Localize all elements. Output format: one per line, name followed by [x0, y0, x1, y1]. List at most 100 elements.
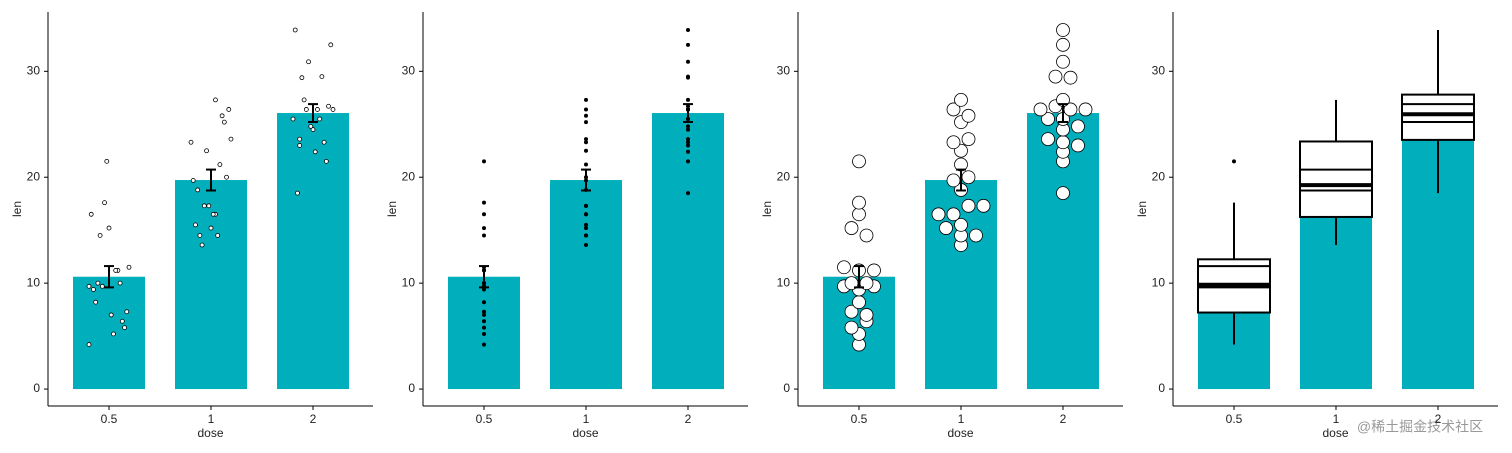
y-tick-label: 0 [33, 381, 40, 395]
x-axis-label: dose [947, 426, 973, 440]
point [482, 331, 486, 336]
point [193, 222, 198, 228]
point [226, 107, 232, 112]
dot [1041, 112, 1055, 126]
point [297, 136, 303, 142]
y-axis-label: len [10, 201, 24, 217]
point [126, 264, 132, 270]
dot [946, 102, 961, 117]
dot [969, 228, 983, 243]
y-tick-label: 30 [1152, 63, 1166, 77]
point [482, 212, 486, 217]
point [482, 312, 486, 317]
dot [852, 295, 866, 310]
point [106, 225, 112, 231]
point [295, 190, 300, 196]
y-axis-label: len [1135, 201, 1149, 217]
dot [946, 207, 961, 222]
point [584, 140, 588, 145]
point [190, 178, 196, 183]
dot [931, 207, 946, 222]
bar [652, 113, 724, 390]
point [93, 299, 99, 305]
point [224, 174, 229, 180]
dot [1071, 119, 1085, 134]
point [217, 162, 223, 167]
point [686, 28, 690, 33]
point [297, 143, 303, 148]
point [208, 225, 214, 231]
point [315, 107, 320, 112]
dot [1056, 135, 1070, 150]
point [584, 148, 588, 153]
x-tick-label: 2 [1435, 412, 1442, 426]
point [482, 226, 486, 231]
point [86, 342, 92, 347]
dot [859, 228, 874, 243]
box [1401, 93, 1475, 141]
point [310, 127, 316, 132]
dot [852, 207, 866, 222]
point [213, 97, 218, 103]
point [584, 203, 588, 208]
point [317, 116, 323, 122]
y-tick-label: 30 [27, 63, 41, 77]
point [584, 162, 588, 167]
point [319, 74, 325, 80]
x-tick-label: 1 [958, 412, 965, 426]
x-tick-label: 0.5 [101, 412, 118, 426]
dot [1048, 69, 1063, 84]
dot [844, 221, 859, 235]
point [482, 319, 486, 324]
dot [961, 170, 976, 185]
point [584, 212, 588, 217]
x-axis-label: dose [1322, 426, 1348, 440]
point [197, 233, 203, 238]
point [201, 203, 207, 209]
point [95, 280, 101, 286]
dot [1056, 54, 1070, 69]
point [584, 137, 588, 142]
y-axis-label: len [385, 201, 399, 217]
dot [1078, 102, 1093, 117]
point [99, 283, 105, 289]
point [228, 136, 234, 142]
point [686, 127, 690, 132]
point [306, 59, 311, 65]
point [584, 97, 588, 102]
point [482, 309, 486, 314]
outlier [1232, 159, 1236, 164]
dot [939, 221, 953, 235]
point [122, 325, 127, 331]
point [584, 120, 588, 125]
point [124, 309, 130, 315]
point [686, 75, 690, 80]
point [301, 97, 307, 103]
point [292, 27, 298, 33]
point [204, 148, 209, 154]
point [482, 325, 486, 330]
point [113, 268, 119, 273]
point [482, 233, 486, 238]
dot [1056, 23, 1070, 37]
bar [550, 180, 622, 390]
point [221, 119, 227, 125]
dot [961, 198, 976, 213]
point [290, 116, 296, 122]
bar [73, 276, 145, 390]
dot [961, 132, 976, 146]
point [482, 159, 486, 164]
dot [844, 320, 859, 335]
point [111, 331, 116, 337]
x-tick-label: 1 [208, 412, 215, 426]
point [584, 107, 588, 112]
point [119, 318, 125, 324]
dot [1056, 186, 1070, 201]
dot [1041, 132, 1055, 146]
point [482, 287, 486, 292]
point [686, 143, 690, 148]
point [321, 139, 327, 145]
dot [867, 263, 881, 278]
dot [852, 195, 866, 210]
dot [946, 173, 961, 188]
